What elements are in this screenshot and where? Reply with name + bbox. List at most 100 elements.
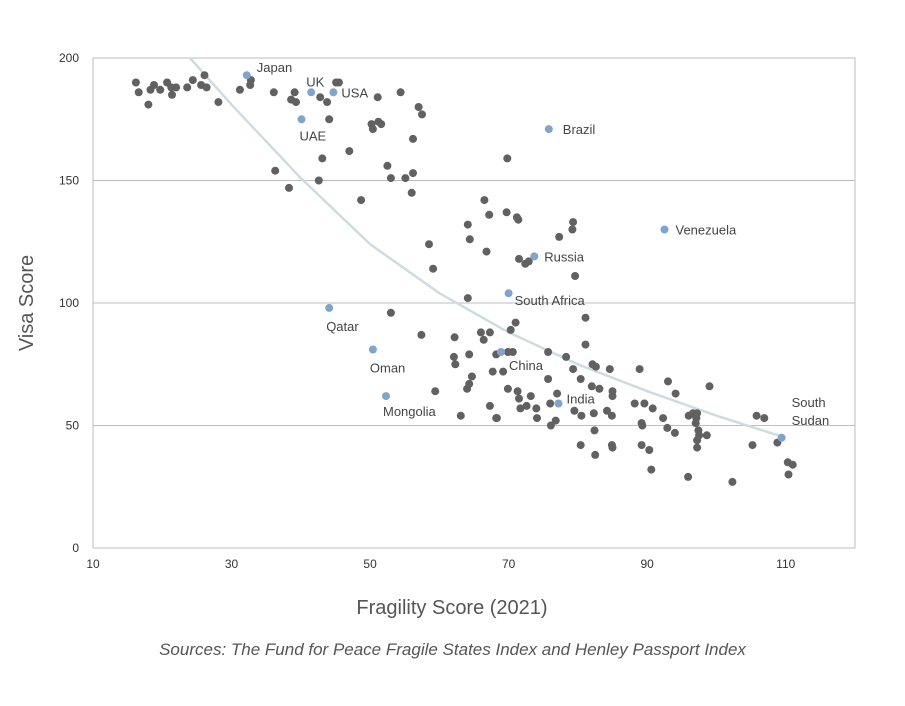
data-point (591, 362, 600, 371)
data-point (670, 428, 679, 437)
y-tick-label: 0 (72, 541, 79, 555)
data-point (693, 443, 702, 452)
data-points (131, 71, 797, 486)
data-point (499, 367, 508, 376)
data-point (702, 431, 711, 440)
data-point (551, 416, 560, 425)
highlight-point (382, 392, 390, 401)
data-point (581, 313, 590, 322)
data-point (485, 401, 494, 410)
data-point (200, 71, 209, 80)
data-point (463, 220, 472, 229)
data-point (659, 414, 668, 423)
data-point (480, 196, 489, 205)
point-label: India (567, 392, 596, 407)
data-point (546, 399, 555, 408)
data-point (553, 389, 562, 398)
data-point (589, 409, 598, 418)
data-point (546, 421, 555, 430)
data-point (562, 352, 571, 361)
data-point (607, 411, 616, 420)
data-point (383, 161, 392, 170)
data-point (407, 188, 416, 197)
y-axis-title: Visa Score (16, 255, 38, 351)
data-point (569, 365, 578, 374)
data-point (576, 375, 585, 383)
data-point (334, 78, 343, 87)
data-point (377, 120, 386, 129)
data-point (485, 210, 494, 219)
data-point (605, 365, 614, 374)
data-point (571, 272, 580, 280)
y-tick-label: 50 (66, 419, 80, 433)
data-point (431, 387, 440, 396)
highlight-point (242, 71, 251, 80)
x-axis-title: Fragility Score (2021) (356, 597, 547, 619)
data-point (131, 78, 140, 87)
highlight-point (307, 88, 316, 97)
data-point (508, 348, 517, 356)
x-tick-label: 70 (502, 557, 516, 571)
data-point (271, 166, 280, 175)
data-point (417, 330, 426, 339)
data-point (502, 208, 511, 217)
data-point (544, 375, 553, 383)
trend-line (189, 57, 787, 439)
data-point (671, 389, 680, 398)
data-point (451, 360, 460, 369)
data-point (409, 134, 417, 143)
data-point (526, 392, 535, 401)
data-point (647, 465, 656, 474)
data-point (450, 333, 459, 342)
data-point (587, 382, 596, 391)
highlight-point (554, 399, 563, 408)
data-point (429, 264, 438, 273)
data-point (235, 85, 244, 94)
data-point (577, 411, 586, 420)
data-point (345, 147, 354, 156)
data-point (285, 183, 293, 192)
data-point (788, 460, 797, 469)
x-tick-label: 10 (86, 557, 100, 571)
highlight-point (329, 88, 338, 97)
y-tick-label: 100 (59, 296, 79, 310)
data-point (476, 328, 485, 337)
highlight-point (497, 348, 505, 356)
data-point (638, 421, 647, 430)
data-point (269, 88, 278, 97)
data-point (524, 257, 533, 266)
point-label: Oman (370, 361, 405, 376)
point-label-line: South (792, 395, 826, 410)
data-point (691, 419, 700, 428)
data-point (465, 379, 474, 388)
data-point (314, 176, 323, 185)
point-label: UK (306, 74, 324, 89)
data-point (503, 384, 512, 393)
highlight-point (660, 225, 669, 234)
data-point (482, 247, 491, 256)
highlight-point (297, 115, 306, 124)
data-point (595, 384, 604, 393)
data-point (479, 335, 488, 344)
data-point (418, 110, 426, 119)
point-label-line: Sudan (792, 413, 830, 428)
data-point (357, 196, 366, 205)
data-point (386, 174, 395, 183)
data-point (576, 441, 585, 450)
data-point (532, 404, 541, 413)
data-point (172, 83, 181, 92)
data-point (506, 325, 515, 334)
data-point (488, 367, 497, 376)
data-point (555, 232, 564, 241)
data-point (705, 382, 714, 391)
point-labels: Japan UK USA UAE Brazil Venezuela Russia South … (257, 60, 829, 428)
point-label: USA (341, 85, 368, 100)
data-point (368, 125, 377, 134)
data-point (449, 352, 458, 361)
data-point (568, 225, 577, 234)
data-point (608, 443, 617, 452)
data-point (760, 414, 769, 423)
y-tick-label: 200 (59, 51, 79, 65)
data-point (465, 350, 474, 359)
